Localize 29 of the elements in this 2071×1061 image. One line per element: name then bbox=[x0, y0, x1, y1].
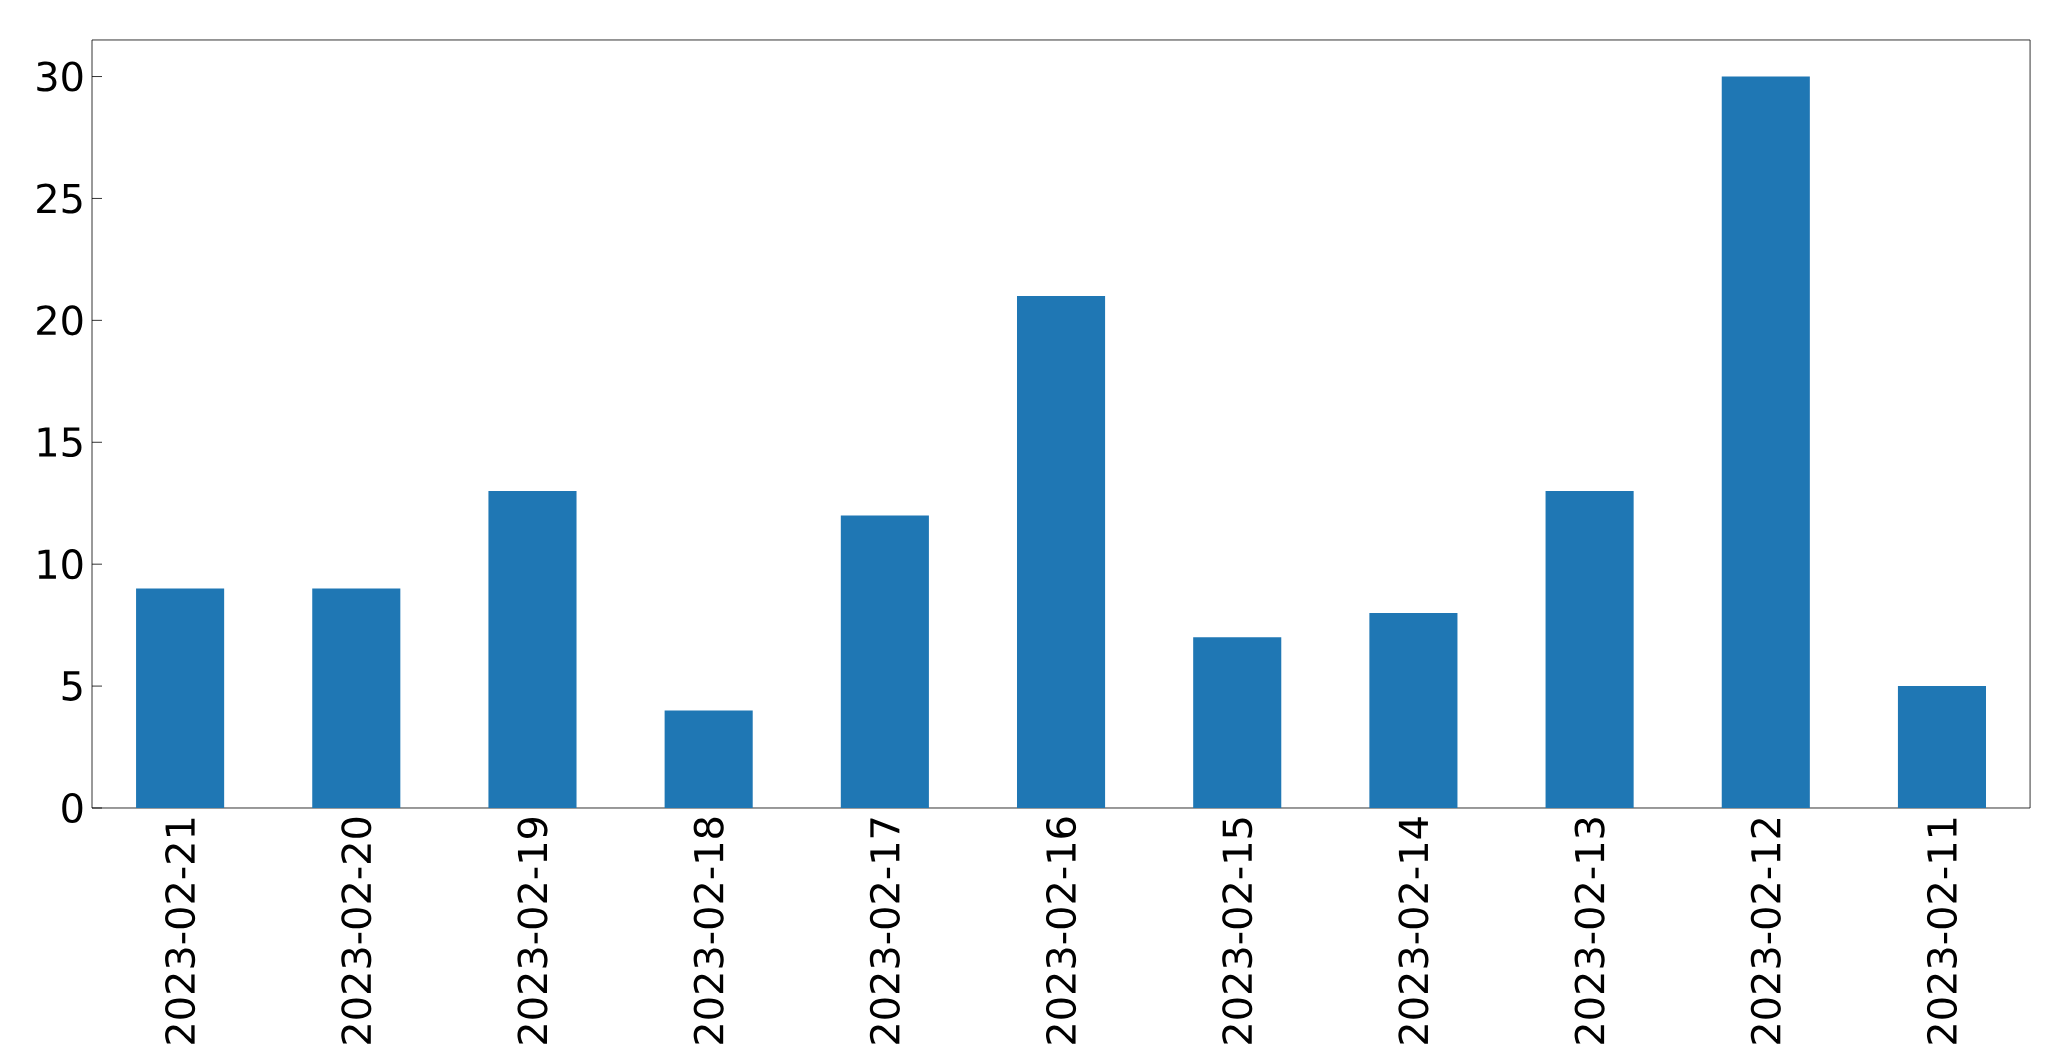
y-tick-label: 5 bbox=[62, 671, 82, 701]
x-tick-label: 2023-02-15 bbox=[1222, 818, 1253, 1044]
bar bbox=[488, 491, 577, 808]
y-tick-label: 0 bbox=[62, 792, 83, 824]
bar bbox=[1897, 686, 1987, 808]
x-tick-label: 2023-02-19 bbox=[517, 817, 548, 1044]
bar bbox=[1193, 637, 1282, 808]
bar bbox=[1017, 295, 1106, 808]
x-tick-label: 2023-02-17 bbox=[869, 818, 900, 1044]
x-tick-label: 2023-02-16 bbox=[1045, 817, 1077, 1044]
bar bbox=[840, 515, 929, 808]
y-tick-label: 15 bbox=[38, 427, 82, 458]
x-tick-label: 2023-02-13 bbox=[1574, 818, 1605, 1044]
bar bbox=[1721, 76, 1810, 808]
y-tick-label: 20 bbox=[37, 305, 83, 336]
x-tick-label: 2023-02-14 bbox=[1398, 817, 1429, 1044]
x-tick-label: 2023-02-21 bbox=[165, 818, 196, 1044]
y-tick-label: 25 bbox=[37, 183, 82, 214]
y-tick-label: 10 bbox=[38, 549, 83, 580]
x-tick-label: 2023-02-20 bbox=[341, 817, 372, 1044]
x-tick-label: 2023-02-12 bbox=[1750, 819, 1781, 1044]
bar bbox=[1369, 612, 1458, 808]
x-tick-label: 2023-02-18 bbox=[693, 817, 724, 1044]
bar bbox=[312, 588, 401, 808]
bar bbox=[136, 588, 225, 808]
bar bbox=[664, 710, 753, 808]
x-tick-label: 2023-02-11 bbox=[1926, 818, 1958, 1044]
bar bbox=[1545, 491, 1634, 808]
y-tick-label: 30 bbox=[37, 61, 83, 92]
